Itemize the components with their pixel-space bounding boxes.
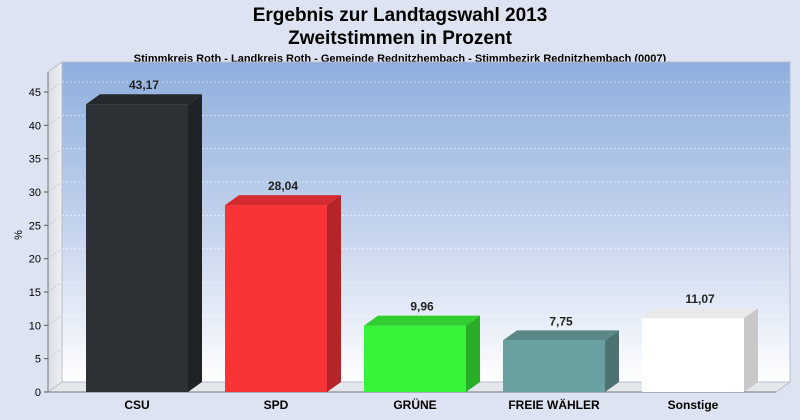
y-tick-label: 30	[29, 187, 41, 199]
bar-sonstige	[642, 318, 744, 392]
bar-top	[642, 308, 758, 319]
bar-top	[225, 195, 341, 206]
bar-spd	[225, 205, 327, 392]
y-axis-label: %	[13, 230, 25, 240]
data-label: 7,75	[549, 314, 573, 328]
gridline-side	[47, 114, 63, 126]
gridline-side	[47, 281, 63, 293]
y-tick-label: 25	[29, 220, 41, 232]
gridline-side	[47, 148, 63, 160]
y-tick-label: 45	[29, 87, 41, 99]
x-tick-label: GRÜNE	[393, 397, 436, 412]
gridline-side	[47, 314, 63, 326]
chart-title: Ergebnis zur Landtagswahl 2013	[252, 5, 548, 26]
bar-top	[503, 330, 619, 341]
gridline-side	[47, 214, 63, 226]
bar-top	[86, 94, 202, 105]
gridline-side	[47, 181, 63, 193]
y-tick-label: 35	[29, 154, 41, 166]
gridline-side	[47, 81, 63, 93]
data-label: 11,07	[685, 292, 715, 306]
bar-top	[364, 315, 480, 326]
bar-side	[327, 195, 341, 392]
y-tick-label: 0	[35, 387, 41, 399]
data-label: 9,96	[410, 300, 434, 314]
data-label: 43,17	[129, 78, 159, 92]
x-tick-label: SPD	[264, 398, 289, 412]
bar-side	[188, 94, 202, 392]
x-tick-label: FREIE WÄHLER	[508, 397, 600, 412]
y-tick-label: 15	[29, 287, 41, 299]
gridline-side	[47, 248, 63, 260]
chart-subtitle: Zweitstimmen in Prozent	[288, 28, 512, 49]
gridline-side	[47, 348, 63, 360]
data-label: 28,04	[268, 179, 298, 193]
plot-side-wall	[47, 61, 63, 393]
bar-gr-ne	[364, 325, 466, 392]
y-tick-label: 40	[29, 120, 41, 132]
x-tick-label: CSU	[124, 398, 149, 412]
bar-freie-w-hler	[503, 340, 605, 392]
bar-side	[605, 330, 619, 392]
y-tick-label: 5	[35, 354, 41, 366]
bar-side	[466, 315, 480, 392]
y-tick-label: 20	[29, 254, 41, 266]
bar-csu	[86, 104, 188, 392]
x-tick-label: Sonstige	[668, 398, 719, 412]
y-tick-label: 10	[29, 320, 41, 332]
bar-side	[744, 308, 758, 392]
